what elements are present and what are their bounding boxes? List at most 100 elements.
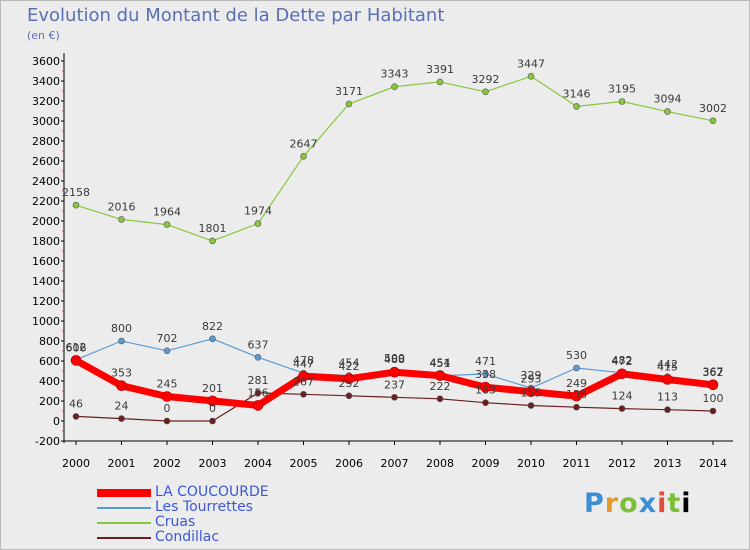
- y-tick-label: 3600: [32, 55, 60, 68]
- data-point: [618, 405, 626, 412]
- data-point: [298, 370, 309, 382]
- data-label: 637: [248, 338, 269, 351]
- data-label: 1801: [199, 222, 227, 235]
- data-point: [72, 413, 80, 420]
- legend-label-cruas: Cruas: [155, 514, 196, 530]
- data-label: 1964: [153, 206, 181, 219]
- legend-label-les-tourrettes: Les Tourrettes: [155, 499, 253, 515]
- data-label: 482: [612, 354, 633, 367]
- x-tick-label: 2008: [426, 457, 454, 470]
- data-point: [254, 220, 262, 227]
- data-label: 454: [430, 357, 451, 370]
- data-label: 293: [521, 373, 542, 386]
- data-point: [252, 400, 264, 411]
- data-label: 113: [657, 391, 678, 404]
- data-label: 156: [248, 386, 269, 399]
- data-point: [436, 395, 444, 403]
- data-label: 3195: [608, 83, 636, 96]
- x-tick-label: 2005: [290, 457, 318, 470]
- y-tick-label: -200: [35, 435, 60, 448]
- data-label: 3146: [563, 87, 591, 100]
- x-tick-label: 2012: [608, 457, 636, 470]
- data-label: 478: [293, 354, 314, 367]
- data-point: [300, 390, 307, 398]
- data-label: 249: [566, 377, 587, 390]
- y-tick-label: 400: [39, 375, 60, 388]
- legend-label-condillac: Condillac: [155, 529, 220, 545]
- data-point: [527, 73, 535, 80]
- x-tick-label: 2001: [108, 457, 136, 470]
- data-point: [343, 373, 355, 385]
- data-label: 472: [612, 355, 633, 368]
- data-label: 0: [209, 402, 216, 415]
- data-point: [345, 392, 353, 400]
- y-tick-label: 1600: [32, 255, 60, 268]
- proxiti-logo: Proxiti: [584, 488, 692, 519]
- data-point: [209, 237, 216, 245]
- data-label: 252: [339, 377, 360, 390]
- data-point: [434, 370, 446, 381]
- data-label: 367: [703, 365, 724, 378]
- data-label: 442: [657, 358, 678, 371]
- data-label: 422: [339, 360, 360, 373]
- data-label: 702: [157, 332, 178, 345]
- data-label: 471: [475, 355, 496, 368]
- y-tick-label: 200: [39, 395, 60, 408]
- data-point: [482, 88, 489, 96]
- y-tick-label: 3200: [32, 95, 60, 108]
- legend-swatch-la-coucourde: [97, 489, 151, 497]
- data-label: 245: [157, 378, 178, 391]
- data-label: 124: [612, 390, 633, 403]
- data-label: 454: [339, 357, 360, 370]
- data-label: 415: [657, 361, 678, 374]
- data-point: [573, 364, 580, 372]
- data-label: 447: [293, 357, 314, 370]
- data-point: [616, 368, 628, 380]
- data-label: 2647: [290, 137, 318, 150]
- y-tick-label: 1800: [32, 235, 60, 248]
- data-label: 222: [430, 380, 451, 393]
- y-tick-label: 2000: [32, 215, 60, 228]
- data-point: [345, 100, 353, 108]
- data-label: 612: [66, 341, 87, 354]
- data-label: 1974: [244, 205, 272, 218]
- chart-title: Evolution du Montant de la Dette par Hab…: [27, 5, 445, 26]
- x-tick-label: 2011: [563, 457, 591, 470]
- data-point: [709, 407, 717, 415]
- data-point: [662, 374, 673, 385]
- data-point: [525, 386, 537, 398]
- data-label: 3292: [472, 73, 500, 86]
- data-label: 183: [475, 384, 496, 397]
- data-label: 155: [521, 387, 542, 400]
- data-label: 3391: [426, 63, 454, 76]
- x-tick-label: 2009: [472, 457, 500, 470]
- data-label: 3171: [335, 85, 363, 98]
- y-tick-label: 1400: [32, 275, 60, 288]
- data-point: [664, 108, 671, 115]
- data-point: [573, 403, 580, 411]
- data-point: [707, 379, 719, 391]
- data-label: 2016: [108, 200, 136, 213]
- data-label: 3094: [654, 93, 682, 106]
- data-label: 100: [703, 392, 724, 405]
- data-point: [480, 381, 491, 393]
- data-label: 338: [475, 368, 496, 381]
- data-point: [664, 406, 671, 414]
- legend-swatch-cruas: [97, 522, 151, 524]
- data-point: [391, 393, 398, 401]
- data-point: [482, 370, 489, 378]
- data-point: [391, 83, 398, 90]
- data-point: [209, 417, 216, 425]
- x-tick-label: 2013: [654, 457, 682, 470]
- data-label: 3447: [517, 57, 545, 70]
- data-label: 0: [164, 402, 171, 415]
- data-point: [163, 417, 171, 425]
- data-point: [207, 395, 218, 407]
- y-tick-label: 3000: [32, 115, 60, 128]
- data-point: [709, 117, 717, 125]
- data-label: 800: [111, 322, 132, 335]
- data-point: [209, 335, 216, 343]
- data-point: [70, 355, 82, 366]
- x-tick-label: 2002: [153, 457, 181, 470]
- y-tick-label: 2600: [32, 155, 60, 168]
